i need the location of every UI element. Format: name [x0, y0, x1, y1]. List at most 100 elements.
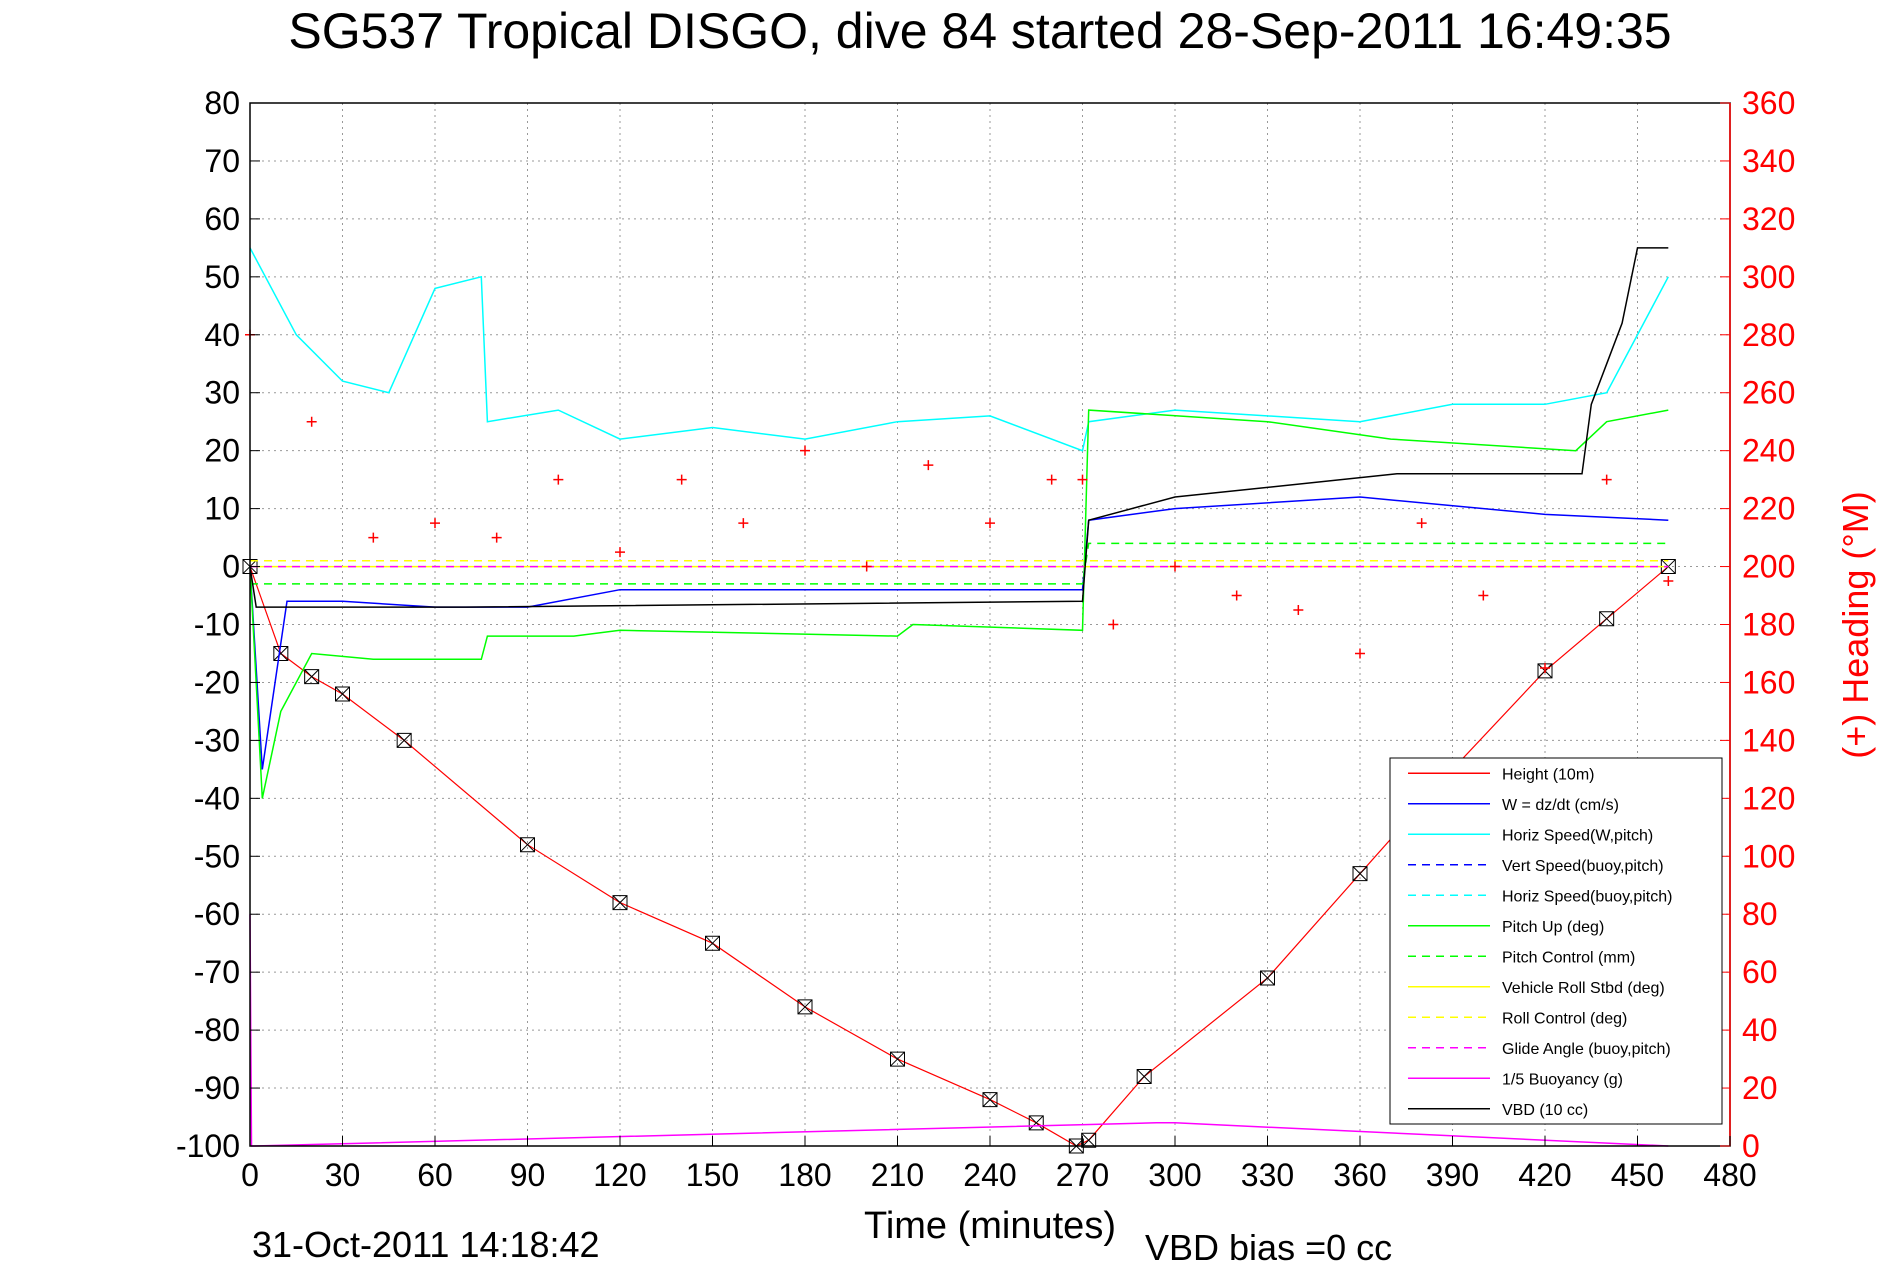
x-tick-label: 0: [241, 1157, 259, 1193]
right-tick-label: 200: [1742, 549, 1795, 585]
height-marker: [396, 732, 412, 748]
y-tick-label: 70: [204, 143, 240, 179]
height-marker: [1599, 611, 1615, 627]
heading-marker: [1108, 619, 1119, 630]
right-tick-label: 260: [1742, 375, 1795, 411]
heading-marker: [985, 518, 995, 529]
legend-label: 1/5 Buoyancy (g): [1502, 1071, 1623, 1088]
x-tick-label: 330: [1241, 1157, 1294, 1193]
right-tick-label: 80: [1742, 896, 1778, 932]
legend-label: Roll Control (deg): [1502, 1010, 1627, 1027]
y-tick-label: -20: [194, 664, 240, 700]
right-tick-label: 120: [1742, 780, 1795, 816]
right-tick-label: 240: [1742, 433, 1795, 469]
y-tick-label: 60: [204, 201, 240, 237]
x-tick-label: 390: [1426, 1157, 1479, 1193]
left-axis-ticks: 80 70 60 50 40 30 20 10 0 -10 -20 -30 -40 -50 -60 -70 -8…: [176, 85, 260, 1164]
x-tick-label: 180: [778, 1157, 831, 1193]
x-tick-label: 270: [1056, 1157, 1109, 1193]
series-line-vbd-10-cc: [249, 247, 1669, 608]
heading-marker: [1046, 474, 1057, 485]
height-marker: [304, 669, 320, 685]
y-tick-label: 20: [204, 433, 240, 469]
y-tick-label: 0: [222, 549, 240, 585]
heading-marker: [1077, 474, 1088, 485]
right-tick-label: 360: [1742, 85, 1795, 121]
height-marker: [1136, 1068, 1152, 1084]
y-tick-label: -50: [194, 838, 240, 874]
y-tick-label: 30: [204, 375, 240, 411]
y-tick-label: -100: [176, 1128, 240, 1164]
legend-label: Horiz Speed(W,pitch): [1502, 827, 1653, 844]
y-tick-label: -10: [194, 607, 240, 643]
heading-marker: [1601, 474, 1612, 485]
y-tick-label: -90: [194, 1070, 240, 1106]
legend-box: [1389, 757, 1723, 1125]
height-marker: [1352, 866, 1368, 882]
heading-marker: [491, 532, 502, 543]
heading-marker: [1416, 518, 1427, 529]
y-tick-label: 10: [204, 491, 240, 527]
right-tick-label: 280: [1742, 317, 1795, 353]
legend-label: Pitch Up (deg): [1502, 919, 1604, 936]
right-tick-label: 180: [1742, 607, 1795, 643]
x-tick-label: 60: [417, 1157, 453, 1193]
height-marker: [612, 895, 628, 911]
legend-label: Glide Angle (buoy,pitch): [1502, 1041, 1671, 1058]
right-tick-label: 60: [1742, 954, 1778, 990]
heading-marker: [368, 532, 379, 543]
height-marker: [1260, 970, 1275, 986]
height-marker: [1081, 1132, 1097, 1148]
x-tick-label: 420: [1518, 1157, 1571, 1193]
legend-label: Vehicle Roll Stbd (deg): [1502, 980, 1665, 997]
x-axis-label: Time (minutes): [864, 1205, 1116, 1247]
y-tick-label: 40: [204, 317, 240, 353]
x-tick-label: 300: [1148, 1157, 1201, 1193]
height-marker: [797, 999, 813, 1015]
heading-marker: [1293, 605, 1304, 616]
chart-title: SG537 Tropical DISGO, dive 84 started 28…: [288, 3, 1671, 59]
legend-label: Horiz Speed(buoy,pitch): [1502, 888, 1672, 905]
heading-marker: [1170, 561, 1180, 572]
legend-label: VBD (10 cc): [1502, 1102, 1588, 1119]
height-marker: [890, 1051, 905, 1067]
x-tick-label: 450: [1611, 1157, 1664, 1193]
right-tick-label: 220: [1742, 491, 1795, 527]
x-axis-ticks: 0 30 60 90 120 150 180 210 240 270 300 330 360 390 420…: [241, 1136, 1757, 1193]
legend-label: Pitch Control (mm): [1502, 949, 1635, 966]
y-tick-label: -70: [194, 954, 240, 990]
heading-marker: [1231, 590, 1242, 601]
right-tick-label: 20: [1742, 1070, 1778, 1106]
heading-marker: [1540, 662, 1550, 673]
y-tick-label: -80: [194, 1012, 240, 1048]
heading-marker: [923, 460, 934, 471]
series-line-horiz-speed-w-pitch: [249, 247, 1669, 452]
height-marker: [520, 837, 535, 853]
right-tick-label: 300: [1742, 259, 1795, 295]
legend-label: Height (10m): [1502, 766, 1594, 783]
x-tick-label: 150: [686, 1157, 739, 1193]
heading-marker: [738, 518, 749, 529]
heading-marker: [615, 547, 625, 558]
right-tick-label: 40: [1742, 1012, 1778, 1048]
heading-marker: [1663, 576, 1674, 587]
right-tick-label: 160: [1742, 664, 1795, 700]
right-tick-label: 100: [1742, 838, 1795, 874]
heading-marker: [306, 416, 317, 427]
heading-marker: [676, 474, 687, 485]
series-line-pitch-control-mm: [250, 542, 1669, 585]
heading-marker: [430, 518, 440, 529]
height-marker: [1660, 559, 1676, 575]
legend: Height (10m) W = dz/dt (cm/s) Horiz Speed(…: [1389, 757, 1723, 1125]
heading-marker: [1355, 648, 1365, 659]
heading-marker: [1478, 590, 1489, 601]
y-tick-label: -40: [194, 780, 240, 816]
y-tick-label: -30: [194, 722, 240, 758]
heading-marker: [800, 445, 810, 456]
height-marker: [982, 1092, 998, 1108]
height-marker: [335, 686, 350, 702]
right-tick-label: 340: [1742, 143, 1795, 179]
right-tick-label: 0: [1742, 1128, 1760, 1164]
heading-marker: [553, 474, 564, 485]
vbd-bias: VBD bias =0 cc: [1145, 1227, 1392, 1262]
